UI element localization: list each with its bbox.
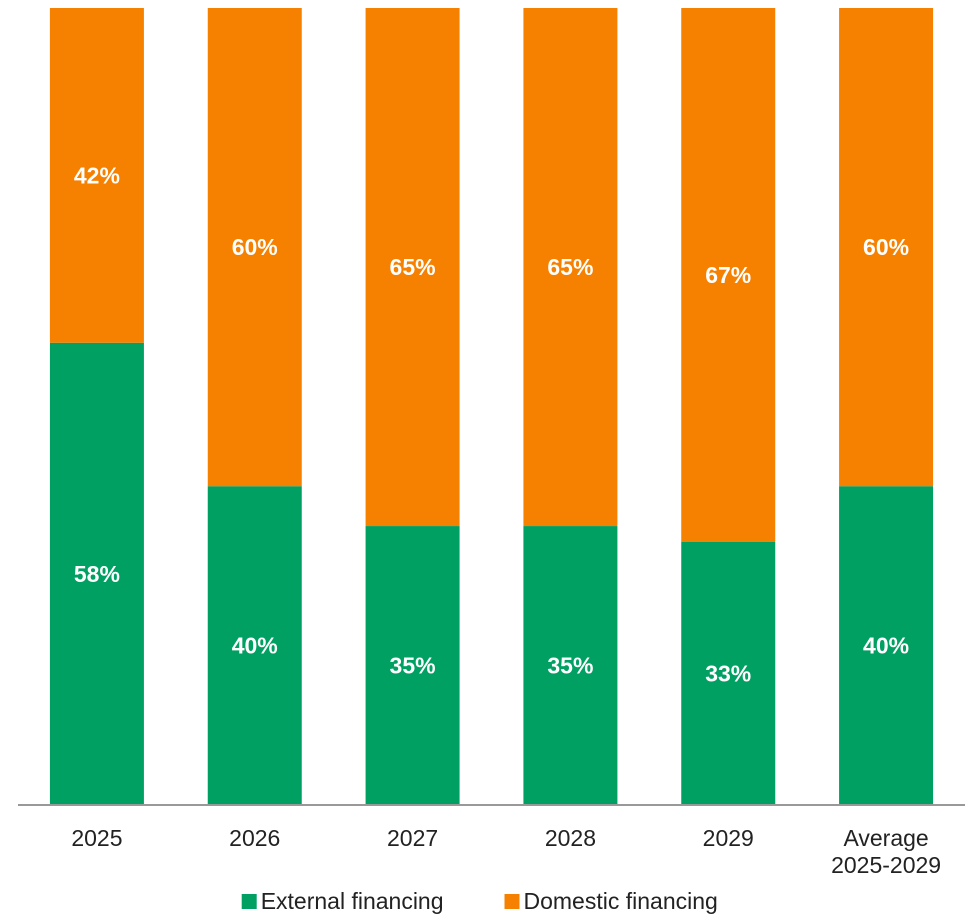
bar-external: [523, 526, 618, 805]
x-tick-label: 2029: [703, 825, 754, 851]
x-tick-label: 2028: [545, 825, 596, 851]
x-tick-label: Average: [843, 825, 928, 851]
bar-external: [839, 486, 934, 805]
legend-label: Domestic financing: [524, 888, 718, 914]
data-label: 33%: [705, 660, 751, 686]
bar-external: [681, 541, 776, 805]
bar-domestic: [523, 8, 618, 527]
legend-swatch-external: [241, 894, 257, 909]
data-label: 40%: [232, 633, 278, 659]
x-tick-label: 2027: [387, 825, 438, 851]
legend-label: External financing: [261, 888, 444, 914]
legend: External financing Domestic financing: [241, 888, 718, 914]
data-label: 40%: [863, 633, 909, 659]
data-label: 35%: [390, 653, 436, 679]
bars-group: 58% 42% 40% 60% 35% 65% 35% 65% 33% 67% 40% 60%: [49, 8, 934, 805]
bar-external: [49, 342, 144, 805]
bar-external: [207, 486, 302, 805]
x-tick-label: 2025: [71, 825, 122, 851]
data-label: 60%: [863, 234, 909, 260]
bar-domestic: [681, 8, 776, 542]
bar-domestic: [365, 8, 460, 527]
bar-domestic: [49, 8, 144, 343]
data-label: 67%: [705, 262, 751, 288]
data-label: 60%: [232, 234, 278, 260]
legend-swatch-domestic: [504, 894, 520, 909]
x-tick-label: 2025-2029: [831, 852, 941, 878]
data-label: 65%: [390, 254, 436, 280]
bar-domestic: [207, 8, 302, 487]
data-label: 35%: [547, 653, 593, 679]
bar-external: [365, 526, 460, 805]
bar-domestic: [839, 8, 934, 487]
data-label: 58%: [74, 561, 120, 587]
x-tick-label: 2026: [229, 825, 280, 851]
data-label: 65%: [547, 254, 593, 280]
data-label: 42%: [74, 162, 120, 188]
